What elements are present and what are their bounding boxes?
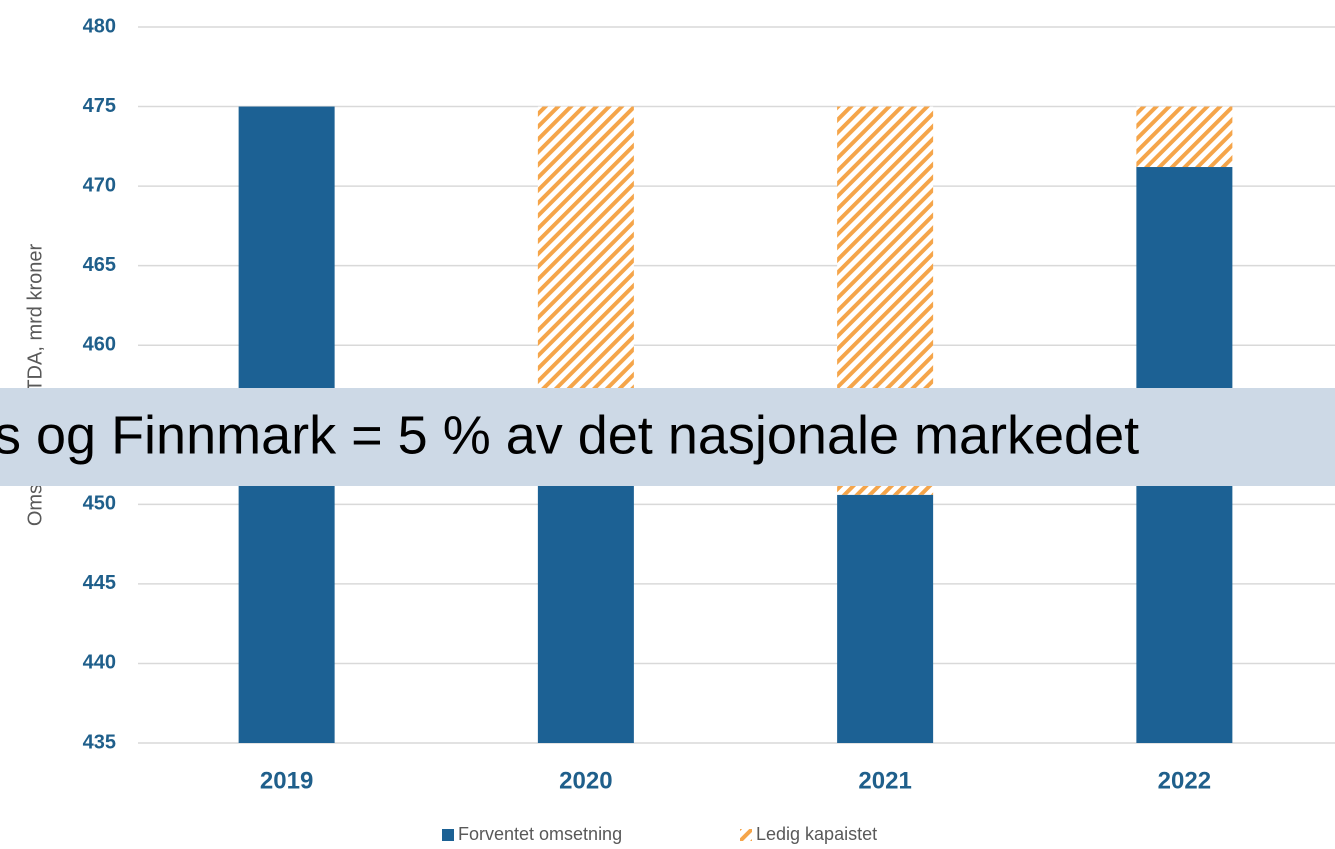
y-tick-label: 440 — [83, 652, 116, 674]
legend-label: Ledig kapaistet — [756, 824, 877, 844]
y-tick-label: 445 — [83, 572, 116, 594]
bar-segment — [537, 106, 634, 441]
banner-bg — [0, 388, 1335, 486]
y-tick-label: 480 — [83, 15, 116, 37]
y-tick-label: 435 — [83, 731, 116, 753]
y-tick-label: 460 — [83, 334, 116, 356]
x-tick-label: 2022 — [1158, 767, 1211, 794]
legend-swatch — [442, 829, 454, 841]
y-tick-label: 450 — [83, 493, 116, 515]
legend-label: Forventet omsetning — [458, 824, 622, 844]
y-tick-label: 475 — [83, 95, 116, 117]
x-tick-label: 2020 — [559, 767, 612, 794]
x-tick-label: 2019 — [260, 767, 313, 794]
bar-segment — [537, 440, 634, 743]
y-tick-label: 470 — [83, 174, 116, 196]
y-tick-label: 465 — [83, 254, 116, 276]
x-tick-label: 2021 — [858, 767, 911, 794]
legend-swatch — [740, 829, 752, 841]
banner-text: s og Finnmark = 5 % av det nasjonale mar… — [0, 405, 1139, 465]
bar-segment — [1136, 106, 1233, 168]
bar-segment — [837, 494, 934, 743]
